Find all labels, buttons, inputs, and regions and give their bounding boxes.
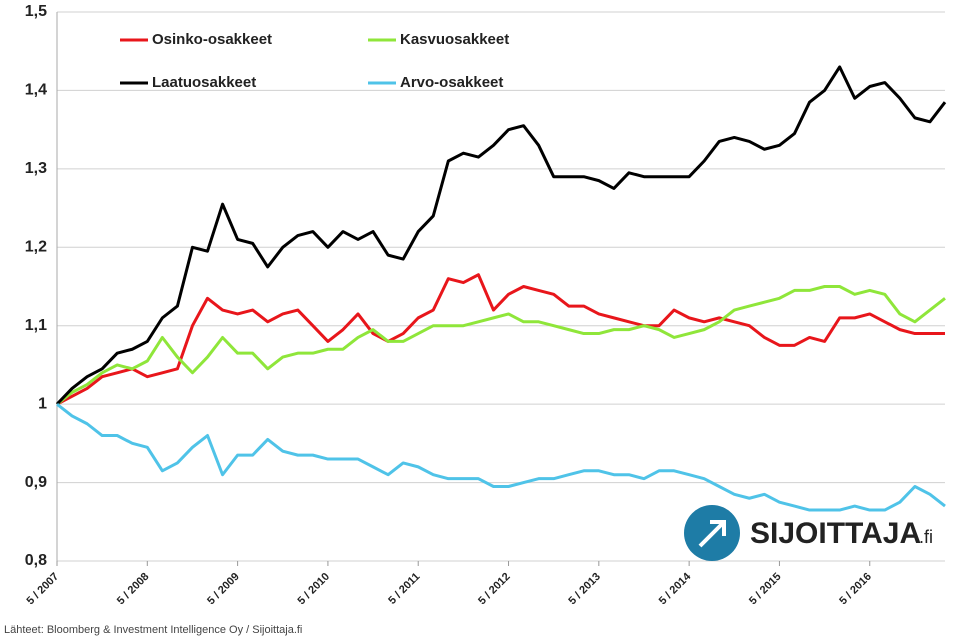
x-tick-label: 5 / 2008: [115, 571, 152, 608]
y-tick-label: 1,1: [25, 317, 47, 334]
logo-text: SIJOITTAJA: [750, 517, 921, 550]
logo: SIJOITTAJA .fi: [684, 505, 933, 561]
source-note: Lähteet: Bloomberg & Investment Intellig…: [4, 624, 302, 636]
x-tick-label: 5 / 2011: [386, 571, 422, 607]
x-tick-label: 5 / 2012: [476, 571, 513, 608]
y-tick-label: 0,9: [25, 474, 47, 491]
x-tick-label: 5 / 2014: [657, 570, 694, 607]
y-tick-label: 1,3: [25, 160, 47, 177]
y-tick-label: 1,2: [25, 239, 47, 256]
x-tick-label: 5 / 2009: [205, 571, 242, 608]
grid: [56, 11, 945, 566]
legend-label: Arvo-osakkeet: [400, 74, 503, 91]
x-tick-label: 5 / 2013: [566, 571, 603, 608]
logo-suffix: .fi: [919, 527, 933, 547]
series-line: [56, 285, 946, 406]
x-tick-label: 5 / 2016: [837, 571, 874, 608]
y-tick-label: 0,8: [25, 552, 47, 569]
x-tick-label: 5 / 2010: [295, 571, 332, 608]
logo-arrow: [698, 520, 726, 548]
x-tick-label: 5 / 2007: [25, 571, 62, 608]
y-tick-label: 1: [38, 395, 47, 412]
legend-label: Laatuosakkeet: [152, 74, 256, 91]
series-line: [56, 273, 945, 406]
series-line: [55, 65, 947, 406]
x-tick-label: 5 / 2015: [747, 571, 784, 608]
legend-label: Kasvuosakkeet: [400, 31, 509, 48]
series-line: [56, 402, 946, 512]
legend-label: Osinko-osakkeet: [152, 31, 272, 48]
y-tick-label: 1,5: [25, 3, 47, 20]
y-tick-label: 1,4: [25, 82, 47, 99]
